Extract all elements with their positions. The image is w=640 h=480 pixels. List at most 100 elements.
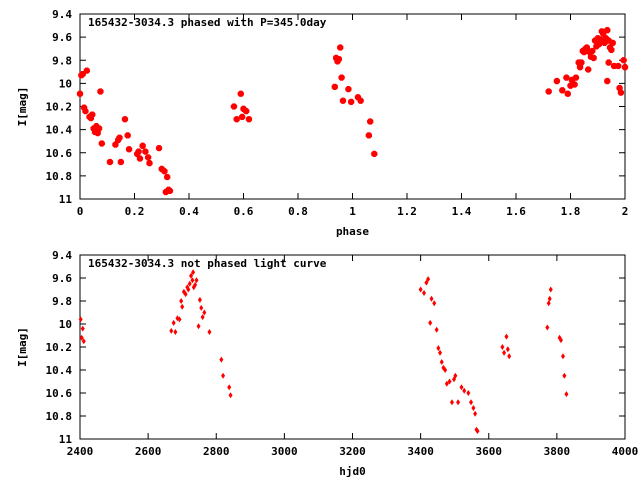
unphased-data-point xyxy=(189,272,194,279)
phased-data-point xyxy=(237,90,244,97)
unphased-data-point xyxy=(466,390,471,396)
unphased-data-point xyxy=(199,304,204,311)
unphased-data-point xyxy=(80,325,85,332)
unphased-data-point xyxy=(79,334,84,341)
phased-data-point xyxy=(146,160,153,167)
phased-data-point xyxy=(367,118,374,125)
phased-data-point xyxy=(83,67,90,74)
phased-data-point xyxy=(553,77,561,85)
phased-data-point xyxy=(348,98,355,106)
phased-xtick-label: 1.8 xyxy=(561,205,581,218)
phased-ytick-label: 9.6 xyxy=(52,31,72,44)
unphased-data-point xyxy=(197,296,202,303)
unphased-panel-title: 165432-3034.3 not phased light curve xyxy=(88,257,327,270)
phased-data-point xyxy=(357,97,364,104)
phased-data-point xyxy=(605,59,612,66)
phased-data-point xyxy=(82,107,89,115)
phased-data-point xyxy=(331,83,338,90)
phased-data-point xyxy=(144,154,152,161)
unphased-data-point xyxy=(426,276,431,283)
unphased-ytick-label: 10.4 xyxy=(46,364,73,377)
unphased-data-point xyxy=(221,372,226,379)
phased-ytick-label: 10.6 xyxy=(46,147,73,160)
phased-data-point xyxy=(621,64,629,71)
unphased-ytick-label: 10.6 xyxy=(46,387,73,400)
phased-data-point xyxy=(124,132,131,139)
phased-data-point xyxy=(345,86,352,93)
unphased-data-point xyxy=(422,289,427,296)
phased-data-point xyxy=(89,111,96,118)
unphased-data-point xyxy=(558,337,563,344)
phased-xtick-label: 0 xyxy=(77,205,84,218)
phased-xtick-label: 1.6 xyxy=(506,205,526,218)
unphased-data-point xyxy=(546,300,551,307)
unphased-data-point xyxy=(227,384,232,391)
unphased-data-point xyxy=(564,391,569,398)
unphased-data-point xyxy=(456,399,461,406)
unphased-data-point xyxy=(473,410,478,417)
phased-data-point xyxy=(338,74,345,81)
phased-ytick-label: 10.4 xyxy=(46,124,73,137)
unphased-xtick-label: 3800 xyxy=(544,445,571,458)
phased-data-point xyxy=(142,148,149,155)
unphased-xtick-label: 4000 xyxy=(612,445,639,458)
unphased-xtick-label: 2600 xyxy=(135,445,162,458)
phased-data-point xyxy=(166,187,174,195)
unphased-data-point xyxy=(449,399,454,406)
unphased-data-point xyxy=(418,286,423,293)
unphased-xtick-label: 3000 xyxy=(271,445,298,458)
unphased-data-point xyxy=(432,300,437,307)
phased-panel-title: 165432-3034.3 phased with P=345.0day xyxy=(88,16,327,29)
phased-data-point xyxy=(155,144,163,152)
phased-data-point xyxy=(609,39,616,47)
phased-light-curve-panel: 9.4 9.6 9.8 10 10.2 10.4 10.6 10.8 11 0 0.2 0.4 0.6 0… xyxy=(16,8,628,238)
phased-data-point xyxy=(578,59,585,66)
unphased-data-point xyxy=(475,427,480,434)
phased-ytick-label: 10 xyxy=(59,77,72,90)
phased-data-point xyxy=(339,97,347,104)
phased-ytick-label: 9.4 xyxy=(52,8,72,21)
unphased-data-point xyxy=(453,372,458,379)
unphased-xtick-label: 2800 xyxy=(203,445,230,458)
unphased-data-point xyxy=(194,277,199,284)
unphased-data-point xyxy=(438,349,443,356)
unphased-ytick-label: 9.8 xyxy=(52,295,72,308)
unphased-data-point xyxy=(429,295,434,302)
unphased-data-point xyxy=(562,372,567,379)
unphased-data-point xyxy=(428,319,433,326)
phased-data-point xyxy=(589,47,596,55)
unphased-data-point xyxy=(171,319,176,326)
phased-ytick-label: 10.8 xyxy=(46,170,73,183)
unphased-data-point xyxy=(424,279,429,286)
unphased-ytick-label: 9.6 xyxy=(52,272,72,285)
unphased-data-point xyxy=(196,323,201,330)
unphased-y-axis-title: I[mag] xyxy=(16,327,29,367)
phased-ytick-label: 11 xyxy=(59,193,73,206)
unphased-data-point xyxy=(548,286,553,293)
unphased-data-point xyxy=(502,349,507,356)
phased-data-point xyxy=(590,54,597,62)
phased-data-point xyxy=(239,113,246,121)
phased-data-point xyxy=(620,57,627,64)
phased-data-point xyxy=(604,77,611,85)
unphased-data-point xyxy=(504,333,509,340)
phased-data-point xyxy=(335,55,343,63)
phased-xtick-label: 2 xyxy=(622,205,629,218)
phased-y-axis-title: I[mag] xyxy=(16,87,29,127)
phased-xtick-label: 1.2 xyxy=(397,205,417,218)
unphased-data-point xyxy=(207,329,212,336)
phased-data-point xyxy=(572,74,580,81)
unphased-plot-frame xyxy=(79,254,626,440)
unphased-data-point xyxy=(179,298,184,304)
phased-data-point xyxy=(559,87,566,94)
phased-data-point xyxy=(136,155,144,162)
unphased-data-point xyxy=(444,380,449,387)
unphased-data-point xyxy=(219,356,224,363)
phased-data-point xyxy=(545,88,552,95)
unphased-data-point xyxy=(462,387,467,394)
unphased-ytick-label: 11 xyxy=(59,433,73,446)
unphased-ytick-label: 10.8 xyxy=(46,410,73,423)
unphased-data-point xyxy=(471,404,476,411)
unphased-xtick-label: 3200 xyxy=(339,445,366,458)
